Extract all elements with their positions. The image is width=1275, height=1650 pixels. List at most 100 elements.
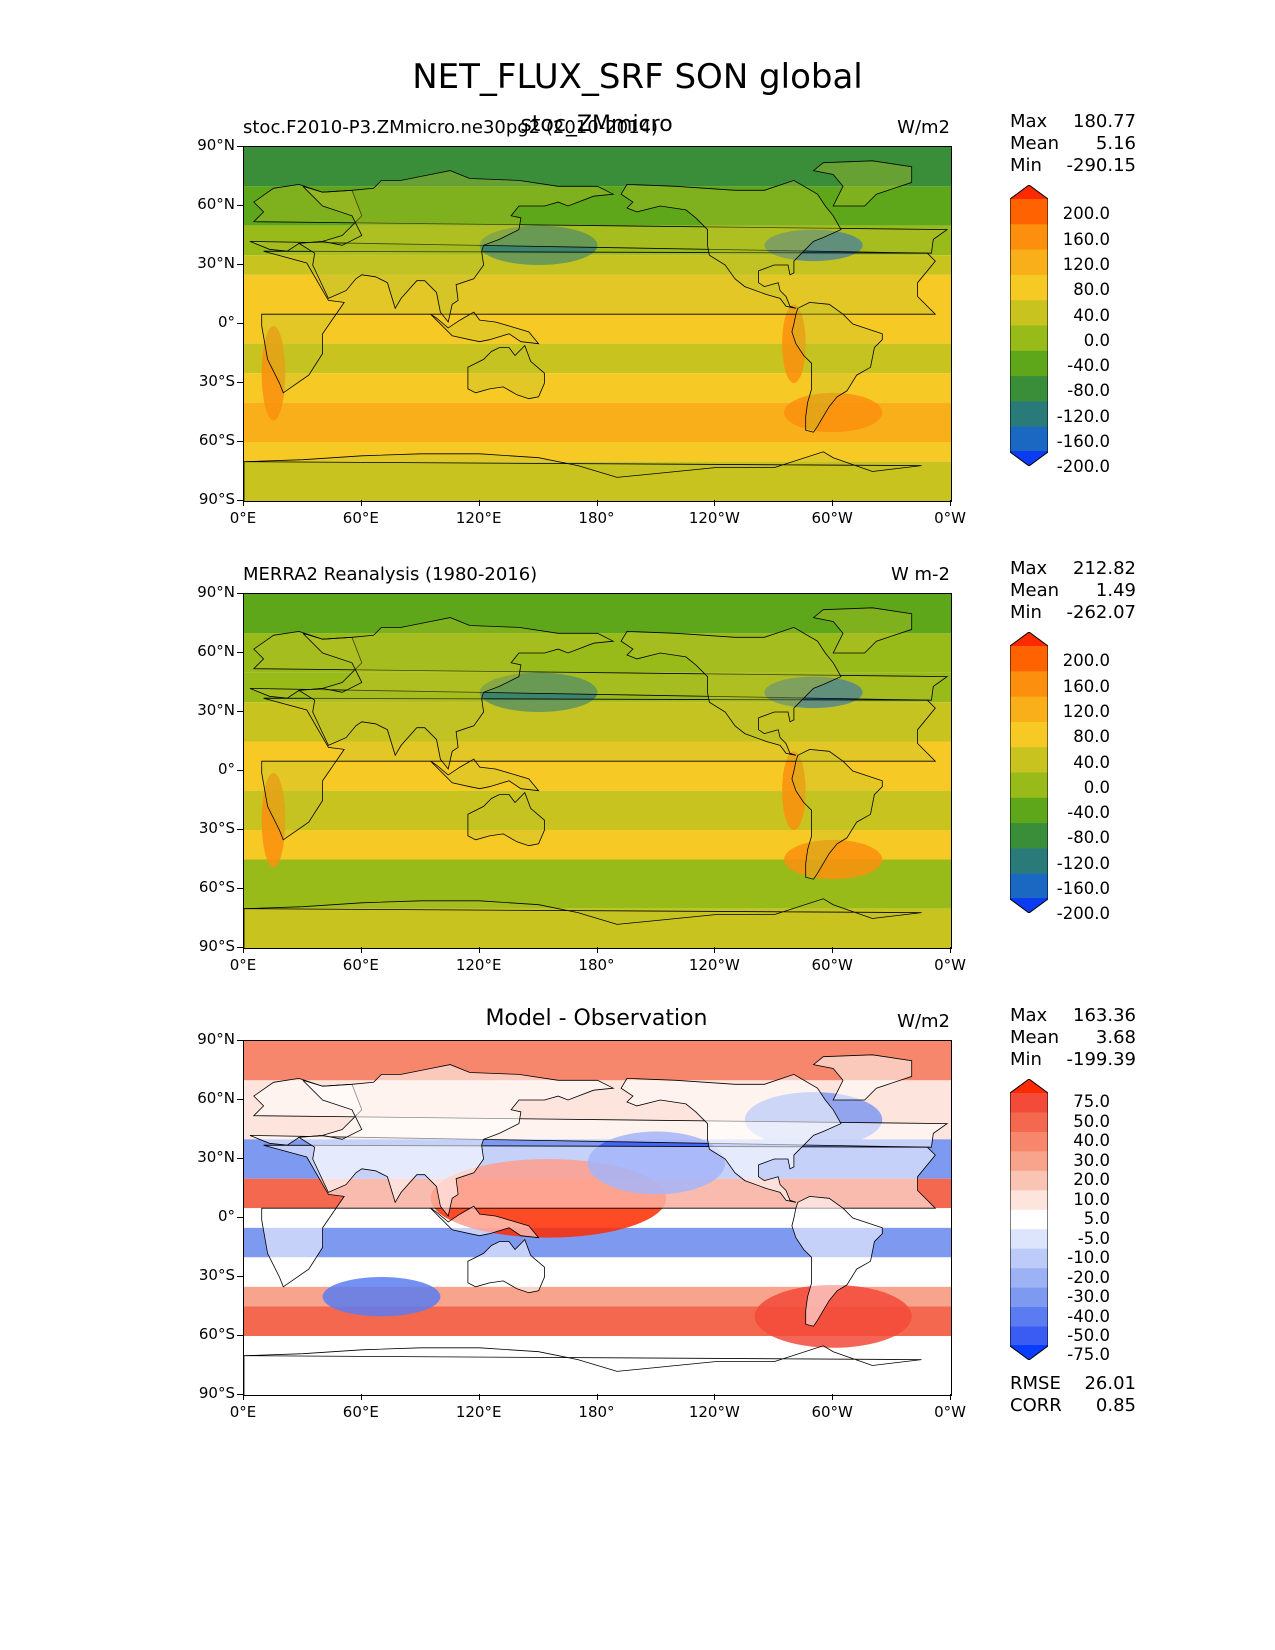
colorbar-extend-top <box>1010 1079 1048 1094</box>
colorbar-extend-bottom <box>1010 1345 1048 1360</box>
field-feature <box>782 304 806 383</box>
lon-tick-label: 0°E <box>229 1403 257 1421</box>
lat-tick-label: 90°N <box>197 583 235 601</box>
lat-tick <box>237 323 243 324</box>
lat-tick <box>237 441 243 442</box>
field-feature <box>754 1284 912 1348</box>
colorbar-segment <box>1010 199 1048 225</box>
colorbar-tick-label: -160.0 <box>1056 879 1110 898</box>
colorbar-extend-top <box>1010 185 1048 200</box>
coastline-nam <box>620 179 842 309</box>
colorbar-tick-label: 40.0 <box>1073 305 1110 325</box>
map-svg <box>244 594 951 948</box>
colorbar-tick-label: -10.0 <box>1067 1248 1110 1268</box>
coastline-antarctica <box>244 1345 922 1395</box>
lat-tick <box>237 1217 243 1218</box>
map-svg <box>244 1041 951 1395</box>
stat-row: RMSE 26.01 <box>1010 1373 1136 1395</box>
colorbar-tick-label: -80.0 <box>1067 381 1110 401</box>
colorbar-tick-label: 160.0 <box>1062 229 1110 249</box>
lat-tick-label: 0° <box>217 760 235 778</box>
field-feature <box>784 839 883 880</box>
stat-value: -199.39 <box>1066 1049 1136 1070</box>
colorbar-segment <box>1010 671 1048 698</box>
colorbar-tick-label: -75.0 <box>1067 1345 1110 1365</box>
panel-left-title: MERRA2 Reanalysis (1980-2016) <box>243 564 538 585</box>
colorbar-segment <box>1010 772 1048 799</box>
stat-label: RMSE <box>1010 1373 1061 1394</box>
colorbar-segment <box>1010 274 1048 301</box>
colorbar-extend-bottom <box>1010 898 1048 913</box>
stat-label: Max <box>1010 1005 1048 1026</box>
lon-tick-label: 120°E <box>455 956 502 974</box>
stat-label: Mean <box>1010 580 1060 601</box>
lon-tick-label: 60°E <box>342 1403 379 1421</box>
coastline-greenland <box>812 160 913 207</box>
lat-tick <box>237 1099 243 1100</box>
lat-tick <box>237 1040 243 1041</box>
coastline-indonesia <box>430 1205 540 1239</box>
colorbar-tick-label: -160.0 <box>1056 432 1110 451</box>
colorbar-segment <box>1010 224 1048 251</box>
lon-tick <box>478 947 480 953</box>
panel-stats: Max 163.36 Mean 3.68 Min -199.39 <box>1010 1005 1136 1071</box>
lon-tick-label: 120°W <box>688 956 740 974</box>
stat-row: Max 180.77 <box>1010 111 1136 133</box>
colorbar-segment <box>1010 1112 1048 1133</box>
lon-tick <box>360 1394 362 1400</box>
colorbar-segment <box>1010 1326 1048 1347</box>
coastline-nam <box>620 1073 842 1203</box>
lon-tick <box>243 500 244 506</box>
lat-tick <box>237 947 243 948</box>
lat-tick <box>237 146 243 147</box>
map-svg <box>244 147 951 501</box>
colorbar-tick-label: 30.0 <box>1073 1150 1110 1170</box>
stat-row: Min -290.15 <box>1010 155 1136 177</box>
field-band <box>244 790 951 830</box>
colorbar-segment <box>1010 1307 1048 1328</box>
colorbar-tick-label: 10.0 <box>1073 1189 1110 1209</box>
colorbar-tick-label: -40.0 <box>1067 1306 1110 1326</box>
lat-tick <box>237 1335 243 1336</box>
lon-tick-label: 120°E <box>455 1403 502 1421</box>
stat-value: 1.49 <box>1095 580 1136 601</box>
stat-row: Min -199.39 <box>1010 1049 1136 1071</box>
colorbar-segment <box>1010 1268 1048 1289</box>
colorbar-tick-label: -120.0 <box>1056 853 1110 873</box>
lat-tick-label: 90°S <box>198 1384 235 1402</box>
colorbar-segment <box>1010 1151 1048 1172</box>
map-panel <box>243 1040 952 1396</box>
coastline-greenland <box>812 607 913 654</box>
stat-label: Min <box>1010 1049 1042 1070</box>
lat-tick-label: 60°S <box>198 878 235 896</box>
field-feature <box>479 672 598 712</box>
panel-units: W/m2 <box>897 117 950 138</box>
lat-tick <box>237 205 243 206</box>
lat-tick-label: 0° <box>217 1207 235 1225</box>
colorbar-segment <box>1010 350 1048 377</box>
panel-left-title: stoc.F2010-P3.ZMmicro.ne30pg2 (2010-2014… <box>243 117 659 138</box>
colorbar-tick-label: -50.0 <box>1067 1326 1110 1345</box>
lon-tick <box>832 1394 834 1400</box>
lon-tick-label: 0°W <box>934 956 966 974</box>
lon-tick <box>714 1394 716 1400</box>
lat-tick <box>237 593 243 594</box>
colorbar-extend-top <box>1010 632 1048 647</box>
stat-label: Mean <box>1010 1027 1060 1048</box>
colorbar-wrap <box>1009 631 1049 914</box>
lon-tick <box>596 947 598 953</box>
coastline-asia <box>297 1064 615 1217</box>
colorbar-extend-bottom <box>1010 451 1048 466</box>
stat-label: Max <box>1010 111 1048 132</box>
lon-tick-label: 0°W <box>934 1403 966 1421</box>
colorbar-tick-label: 120.0 <box>1062 254 1110 274</box>
colorbar-tick-label: 40.0 <box>1073 1131 1110 1151</box>
coastline-aus <box>467 344 545 400</box>
colorbar-segment <box>1010 1287 1048 1308</box>
colorbar-segment <box>1010 1131 1048 1152</box>
lat-tick <box>237 500 243 501</box>
lon-tick-label: 60°W <box>811 509 853 527</box>
panel-extra-stats: RMSE 26.01 CORR 0.85 <box>1010 1373 1136 1417</box>
coastline-antarctica <box>244 898 922 948</box>
colorbar-segment <box>1010 300 1048 327</box>
